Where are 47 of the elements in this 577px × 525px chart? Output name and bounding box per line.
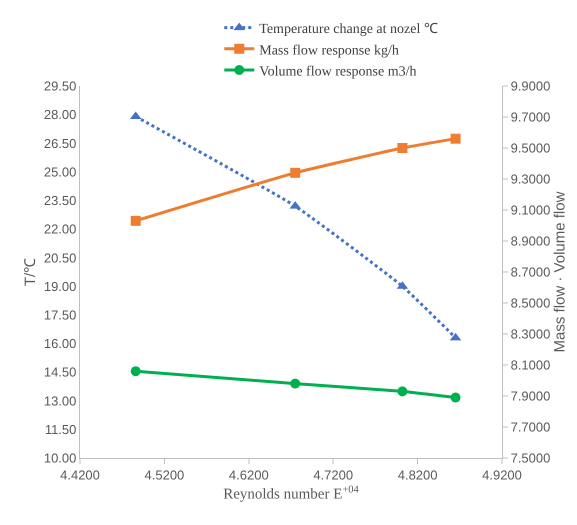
y-tick-label: 10.00 xyxy=(44,450,76,466)
point xyxy=(130,366,141,376)
point xyxy=(450,134,461,144)
y2-tick-label: 9.1000 xyxy=(510,202,550,218)
y2-tick-label: 8.7000 xyxy=(510,264,550,280)
legend-label: Volume flow response m3/h xyxy=(259,64,416,80)
x-tick-label: 4.6200 xyxy=(228,468,269,483)
y-tick-label: 25.00 xyxy=(44,164,76,180)
x-tick-label: 4.4200 xyxy=(60,468,100,483)
y-tick-label: 19.00 xyxy=(44,278,76,294)
y-tick-label: 11.50 xyxy=(44,422,76,437)
x-tick-label: 4.7200 xyxy=(313,468,354,483)
y-tick-label: 20.50 xyxy=(44,250,76,266)
y2-tick-label: 9.5000 xyxy=(510,140,550,156)
legend-label: Mass flow response kg/h xyxy=(259,43,399,58)
x-tick-label: 4.5200 xyxy=(144,468,184,483)
point xyxy=(450,392,461,403)
y2-tick-label: 7.5000 xyxy=(510,450,550,466)
y2-tick-label: 8.1000 xyxy=(510,358,550,373)
point xyxy=(290,168,300,178)
y-tick-label: 28.00 xyxy=(44,107,76,122)
y-tick-label: 29.50 xyxy=(44,78,76,94)
y-tick-label: 23.50 xyxy=(44,193,76,208)
point xyxy=(290,378,300,389)
y2-tick-label: 9.9000 xyxy=(510,78,550,94)
legend-label: Temperature change at nozel ℃ xyxy=(259,22,438,38)
y-axis-title: T/℃ xyxy=(22,258,40,286)
y2-tick-label: 7.7000 xyxy=(510,420,550,435)
x-tick-label: 4.8200 xyxy=(398,468,438,483)
y2-tick-label: 8.9000 xyxy=(510,234,550,249)
y2-tick-label: 9.3000 xyxy=(510,172,550,187)
y2-tick-label: 8.3000 xyxy=(510,326,550,342)
y-tick-label: 13.00 xyxy=(44,393,76,408)
y-tick-label: 16.00 xyxy=(44,336,76,352)
point xyxy=(397,386,408,396)
y2-tick-label: 8.5000 xyxy=(510,296,550,311)
x-axis-title: Reynolds number E$^{+04}$ xyxy=(223,484,360,503)
point xyxy=(130,216,141,226)
y2-tick-label: 9.7000 xyxy=(510,110,550,125)
x-tick-label: 4.9200 xyxy=(482,468,522,483)
y2-axis-title: Mass flow · Volume flow xyxy=(551,191,568,352)
y-tick-label: 17.50 xyxy=(44,307,76,322)
point xyxy=(397,143,408,153)
y2-tick-label: 7.9000 xyxy=(510,388,550,404)
y-tick-label: 14.50 xyxy=(44,364,76,380)
y-tick-label: 22.00 xyxy=(44,222,76,237)
y-tick-label: 26.50 xyxy=(44,136,76,151)
